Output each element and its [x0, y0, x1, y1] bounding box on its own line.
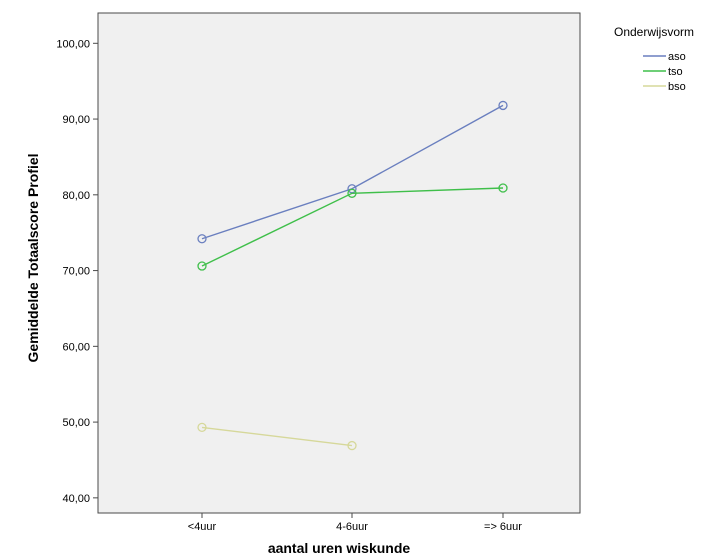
data-point-aso: [197, 234, 207, 244]
data-point-bso: [197, 422, 207, 433]
series-line-bso: [201, 426, 353, 447]
legend-label-bso: bso: [668, 81, 686, 93]
series-layer: [197, 100, 508, 451]
y-tick-label: 60,00: [62, 341, 90, 353]
y-axis: 40,00 50,00 60,00 70,00 80,00 90,00 100,00: [56, 38, 98, 505]
legend-label-tso: tso: [668, 66, 683, 78]
data-point-tso: [498, 183, 508, 193]
y-tick-label: 80,00: [62, 190, 90, 202]
y-tick-label: 70,00: [62, 266, 90, 278]
legend-label-aso: aso: [668, 51, 686, 63]
data-point-tso: [347, 188, 357, 198]
series-line-tso: [201, 187, 504, 267]
data-point-bso: [347, 440, 357, 451]
y-tick-label: 90,00: [62, 114, 90, 126]
x-tick-label: => 6uur: [484, 521, 522, 533]
legend-title: Onderwijsvorm: [614, 25, 694, 39]
data-point-aso: [498, 100, 508, 111]
legend: Onderwijsvorm aso tso bso: [614, 25, 694, 93]
x-tick-label: 4-6uur: [336, 521, 368, 533]
y-tick-label: 40,00: [62, 493, 90, 505]
x-axis: <4uur 4-6uur => 6uur: [188, 513, 522, 533]
plot-area: [97, 12, 581, 514]
data-point-tso: [197, 261, 207, 271]
x-axis-title: aantal uren wiskunde: [268, 540, 411, 556]
y-axis-title: Gemiddelde Totaalscore Profiel: [25, 153, 41, 362]
x-tick-label: <4uur: [188, 521, 217, 533]
y-tick-label: 100,00: [56, 38, 90, 50]
y-tick-label: 50,00: [62, 417, 90, 429]
